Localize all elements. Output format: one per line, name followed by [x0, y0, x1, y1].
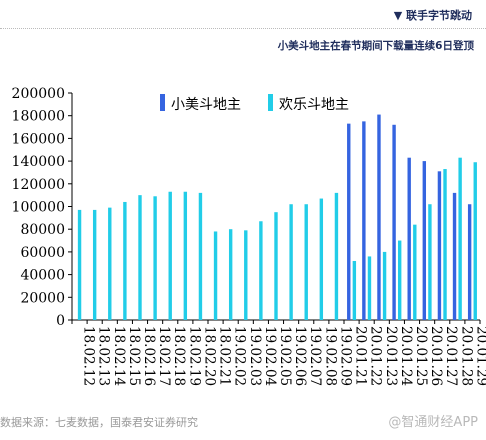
bar-huanle [228, 229, 233, 320]
bar-huanle [213, 231, 218, 320]
bar-huanle [304, 204, 308, 320]
brand-name: 联手字节跳动 [406, 9, 472, 22]
bar-huanle [244, 230, 248, 320]
x-tick-label: 18.02.15 [126, 326, 142, 386]
x-tick-label: 18.02.20 [201, 326, 217, 386]
bar-huanle [319, 198, 324, 320]
x-tick-label: 20.01.25 [413, 326, 429, 386]
x-tick-label: 19.02.03 [247, 326, 263, 386]
y-tick-label: 180000 [12, 109, 65, 125]
y-tick-label: 40000 [20, 268, 65, 284]
y-tick-label: 140000 [12, 154, 65, 170]
bar-huanle [334, 192, 339, 320]
bar-huanle [428, 204, 432, 320]
x-tick-label: 18.02.19 [186, 326, 202, 386]
bar-xiaomei [362, 121, 366, 320]
x-tick-label: 20.01.26 [428, 326, 444, 386]
brand-marker-icon: ▼ [393, 9, 403, 22]
bar-xiaomei [392, 124, 396, 320]
bar-xiaomei [422, 161, 427, 320]
bar-huanle [413, 224, 417, 320]
x-tick-label: 19.02.08 [322, 326, 338, 386]
y-tick-label: 80000 [20, 222, 65, 238]
y-tick-label: 60000 [20, 245, 65, 261]
chart-subtitle: 小美斗地主在春节期间下载量连续6日登顶 [277, 40, 474, 52]
bar-huanle [473, 162, 477, 320]
x-tick-label: 19.02.05 [277, 326, 293, 386]
legend-swatch-huanle [268, 94, 273, 111]
bar-huanle [198, 192, 203, 320]
bar-huanle [382, 251, 387, 320]
bar-huanle [274, 212, 278, 320]
y-tick-label: 0 [56, 313, 65, 329]
x-tick-label: 20.01.21 [353, 326, 369, 386]
x-tick-label: 19.02.07 [307, 326, 323, 386]
x-tick-label: 19.02.02 [232, 326, 248, 386]
bar-xiaomei [347, 123, 351, 320]
bar-huanle [108, 207, 112, 320]
bar-huanle [183, 191, 188, 320]
x-tick-label: 19.02.06 [292, 326, 308, 386]
x-tick-label: 18.02.14 [111, 326, 127, 386]
bar-huanle [443, 169, 447, 320]
x-tick-label: 18.02.16 [141, 326, 157, 386]
bar-huanle [352, 260, 357, 320]
bar-huanle [92, 209, 97, 320]
legend-label-xiaomei: 小美斗地主 [171, 97, 241, 113]
bar-huanle [153, 196, 157, 320]
brand-header: ▼ 联手字节跳动 [394, 7, 472, 23]
x-tick-label: 20.01.29 [473, 326, 486, 386]
y-tick-label: 160000 [12, 131, 65, 147]
bar-xiaomei [377, 114, 381, 320]
bar-xiaomei [452, 192, 457, 320]
x-tick-label: 19.02.09 [337, 326, 353, 386]
bar-huanle [259, 221, 263, 320]
x-tick-label: 20.01.28 [458, 326, 474, 386]
x-tick-label: 18.02.12 [81, 326, 97, 386]
watermark: @智通财经APP [388, 415, 478, 430]
x-tick-label: 20.01.27 [443, 326, 459, 386]
bar-huanle [289, 204, 293, 320]
bar-xiaomei [467, 204, 472, 320]
x-tick-label: 18.02.18 [171, 326, 187, 386]
header-divider [0, 28, 486, 29]
bar-xiaomei [437, 171, 442, 320]
bar-huanle [168, 191, 172, 320]
legend-swatch-xiaomei [160, 94, 165, 111]
y-tick-label: 200000 [12, 86, 65, 102]
x-tick-label: 18.02.21 [217, 326, 233, 386]
x-tick-label: 18.02.13 [96, 326, 112, 386]
bar-chart: 2000001800001600001400001200001000008000… [12, 86, 486, 386]
bar-huanle [367, 256, 372, 320]
legend-label-huanle: 欢乐斗地主 [279, 97, 349, 113]
bar-huanle [77, 209, 82, 320]
bar-huanle [138, 195, 142, 320]
x-tick-label: 20.01.22 [368, 326, 384, 386]
bar-huanle [397, 240, 402, 320]
x-tick-label: 20.01.24 [398, 326, 414, 386]
bar-huanle [458, 157, 462, 320]
bar-xiaomei [407, 157, 411, 320]
x-tick-label: 20.01.23 [383, 326, 399, 386]
y-tick-label: 100000 [12, 200, 65, 216]
y-tick-label: 120000 [12, 177, 65, 193]
bar-huanle [123, 201, 127, 320]
x-tick-label: 19.02.04 [262, 326, 278, 386]
data-source: 数据来源：七麦数据，国泰君安证券研究 [0, 416, 198, 429]
x-tick-label: 18.02.17 [156, 326, 172, 386]
y-tick-label: 20000 [20, 290, 65, 306]
